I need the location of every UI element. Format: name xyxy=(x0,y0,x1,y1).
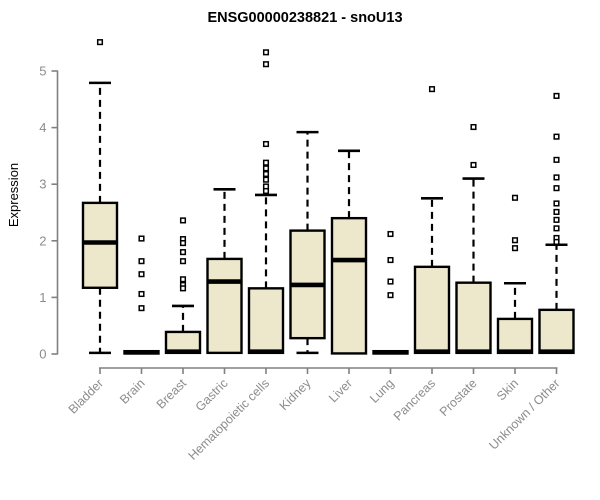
outlier-point xyxy=(96,39,104,46)
x-tick-label: Skin xyxy=(494,376,521,403)
boxplot-group-breast: Breast xyxy=(154,217,202,412)
x-tick-label: Liver xyxy=(326,376,355,405)
box-iqr xyxy=(455,281,492,355)
x-tick-label: Hematopoietic cells xyxy=(186,376,273,463)
x-tick-label: Prostate xyxy=(437,376,480,419)
outlier-point xyxy=(553,225,560,232)
y-tick-label: 3 xyxy=(39,177,46,192)
outlier-point xyxy=(387,278,394,285)
boxplot-group-bladder: Bladder xyxy=(66,39,119,417)
x-tick-label: Gastric xyxy=(193,376,231,414)
chart-title: ENSG00000238821 - snoU13 xyxy=(207,10,402,26)
box-iqr xyxy=(81,201,119,289)
outlier-point xyxy=(553,133,560,140)
box-iqr xyxy=(330,216,368,355)
outlier-point xyxy=(387,256,394,264)
outlier-point xyxy=(179,217,187,224)
outlier-point xyxy=(179,240,187,247)
box-iqr xyxy=(206,257,243,355)
y-tick-label: 2 xyxy=(39,233,46,248)
outlier-point xyxy=(262,165,270,172)
outlier-point xyxy=(470,161,477,169)
outlier-point xyxy=(553,174,560,181)
outlier-point xyxy=(470,123,477,131)
x-tick-label: Bladder xyxy=(66,376,106,416)
boxplot-group-liver: Liver xyxy=(326,149,368,405)
outlier-point xyxy=(553,92,560,99)
outlier-point xyxy=(428,86,436,93)
outlier-point xyxy=(179,285,187,292)
outlier-point xyxy=(262,159,270,166)
x-tick-label: Pancreas xyxy=(391,376,438,423)
outlier-point xyxy=(387,230,394,238)
x-tick-label: Kidney xyxy=(277,376,314,413)
x-tick-label: Lung xyxy=(367,376,397,406)
outlier-point xyxy=(553,208,560,215)
outlier-point xyxy=(553,200,560,207)
outlier-point xyxy=(138,258,145,265)
x-tick-label: Unknown / Other xyxy=(486,376,562,452)
x-tick-label: Breast xyxy=(154,376,190,412)
plot-area: 0 1 2 3 4 5 Bladder Brain Breast GastricHematopoi… xyxy=(39,39,575,463)
boxplot-group-brain: Brain xyxy=(117,235,160,407)
outlier-point xyxy=(553,156,560,163)
box-iqr xyxy=(247,287,285,355)
outlier-point xyxy=(553,238,560,245)
outlier-point xyxy=(553,216,560,223)
y-tick-label: 1 xyxy=(39,290,46,305)
y-tick-label: 5 xyxy=(39,64,46,79)
outlier-point xyxy=(511,237,519,244)
box-iqr xyxy=(496,317,534,355)
outlier-point xyxy=(511,245,519,252)
y-tick-label: 4 xyxy=(39,120,46,135)
outlier-point xyxy=(138,305,145,312)
outlier-point xyxy=(553,185,560,192)
box-iqr xyxy=(413,265,451,355)
y-axis-label: Expression xyxy=(6,163,21,227)
boxplot-group-pancreas: Pancreas xyxy=(391,86,451,423)
outlier-point xyxy=(262,61,270,68)
outlier-point xyxy=(387,292,394,299)
outlier-point xyxy=(179,249,187,256)
x-tick-label: Brain xyxy=(117,376,148,407)
outlier-point xyxy=(138,235,145,242)
outlier-point xyxy=(262,187,270,195)
outlier-point xyxy=(179,258,187,265)
boxplot-group-lung: Lung xyxy=(367,230,409,406)
outlier-point xyxy=(262,140,270,148)
outlier-point xyxy=(262,49,270,56)
outlier-point xyxy=(179,276,187,283)
box-iqr xyxy=(538,308,575,355)
outlier-point xyxy=(262,170,270,178)
y-tick-label: 0 xyxy=(39,347,46,362)
boxplot-group-gastric: Gastric xyxy=(193,187,243,414)
outlier-point xyxy=(511,194,519,201)
outlier-point xyxy=(138,271,145,278)
outlier-point xyxy=(262,176,270,183)
boxplot-group-skin: Skin xyxy=(494,194,534,403)
outlier-point xyxy=(138,290,145,298)
boxplot-group-kidney: Kidney xyxy=(277,130,326,413)
